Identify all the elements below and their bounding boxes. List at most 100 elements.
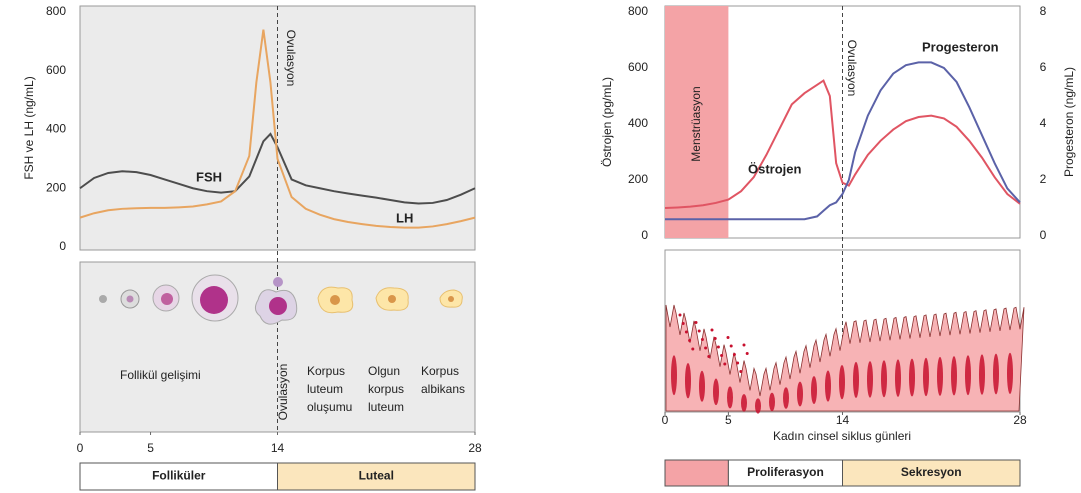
series-label: Progesteron bbox=[922, 39, 999, 54]
y-tick-label: 0 bbox=[641, 228, 648, 242]
blood-drop bbox=[736, 362, 739, 365]
vessel bbox=[853, 362, 859, 398]
blood-drop bbox=[743, 344, 746, 347]
y-axis-label: FSH ve LH (ng/mL) bbox=[22, 76, 36, 179]
series-label: Östrojen bbox=[748, 161, 802, 176]
vessel bbox=[699, 371, 705, 402]
stage-label: oluşumu bbox=[307, 400, 352, 414]
vessel bbox=[769, 393, 775, 411]
blood-drop bbox=[730, 345, 733, 348]
phase-label: Folliküler bbox=[152, 469, 206, 483]
page: {"chart_data": [ {"type": "line", "ylabe… bbox=[0, 0, 1081, 493]
x-tick-label: 28 bbox=[1013, 413, 1027, 427]
y-axis-label: Östrojen (pg/mL) bbox=[600, 77, 614, 167]
vessel bbox=[867, 361, 873, 398]
ovulation-label: Ovulasyon bbox=[845, 40, 859, 97]
stage-label: korpus bbox=[368, 382, 404, 396]
blood-drop bbox=[714, 337, 717, 340]
shaded-label: Menstrüasyon bbox=[689, 86, 703, 161]
figure: 0200400600800051428FollikülerLutealMenst… bbox=[0, 0, 1081, 493]
y-tick-label: 200 bbox=[628, 172, 648, 186]
x-tick-label: 5 bbox=[725, 413, 732, 427]
blood-drop bbox=[727, 336, 730, 339]
vessel bbox=[993, 354, 999, 395]
vessel bbox=[923, 358, 929, 396]
blood-drop bbox=[733, 353, 736, 356]
y2-tick-label: 8 bbox=[1040, 4, 1047, 18]
stage-label: albikans bbox=[421, 382, 465, 396]
series-label: LH bbox=[396, 210, 413, 225]
vessel bbox=[965, 355, 971, 395]
vessel bbox=[881, 360, 887, 397]
antrum bbox=[200, 286, 228, 314]
blood-drop bbox=[739, 370, 742, 373]
core bbox=[388, 295, 396, 303]
stage-label: luteum bbox=[307, 382, 343, 396]
vessel bbox=[839, 365, 845, 399]
series-label: FSH bbox=[196, 169, 222, 184]
phase-label: Sekresyon bbox=[901, 465, 962, 479]
blood-drop bbox=[717, 346, 720, 349]
ovulation-label: Ovulasyon bbox=[276, 364, 290, 421]
y2-tick-label: 6 bbox=[1040, 60, 1047, 74]
x-tick-label: 0 bbox=[662, 413, 669, 427]
oocyte bbox=[127, 296, 134, 303]
vessel bbox=[685, 363, 691, 398]
y-tick-label: 600 bbox=[46, 63, 66, 77]
corpus bbox=[269, 297, 287, 315]
blood-drop bbox=[685, 331, 688, 334]
y-tick-label: 800 bbox=[46, 4, 66, 18]
vessel bbox=[755, 398, 761, 413]
follicle bbox=[99, 295, 107, 303]
x-tick-label: 0 bbox=[77, 441, 84, 455]
y2-tick-label: 4 bbox=[1040, 116, 1047, 130]
vessel bbox=[937, 357, 943, 396]
vessel bbox=[713, 379, 719, 406]
core bbox=[330, 295, 340, 305]
vessel bbox=[741, 394, 747, 412]
y2-tick-label: 2 bbox=[1040, 172, 1047, 186]
x-tick-label: 14 bbox=[836, 413, 850, 427]
y-tick-label: 200 bbox=[46, 180, 66, 194]
y2-tick-label: 0 bbox=[1040, 228, 1047, 242]
vessel bbox=[671, 355, 677, 395]
blood-drop bbox=[688, 339, 691, 342]
blood-drop bbox=[720, 354, 723, 357]
blood-drop bbox=[701, 338, 704, 341]
y-tick-label: 800 bbox=[628, 4, 648, 18]
ovulation-label: Ovulasyon bbox=[284, 30, 298, 87]
vessel bbox=[825, 371, 831, 402]
stage-label: Olgun bbox=[368, 364, 400, 378]
vessel bbox=[783, 387, 789, 409]
stage-label: Korpus bbox=[421, 364, 459, 378]
vessel bbox=[811, 376, 817, 404]
vessel bbox=[797, 382, 803, 407]
oocyte bbox=[161, 293, 173, 305]
blood-drop bbox=[691, 348, 694, 351]
blood-drop bbox=[679, 314, 682, 317]
ovum bbox=[273, 277, 283, 287]
stage-label: Follikül gelişimi bbox=[120, 368, 201, 382]
x-tick-label: 14 bbox=[271, 441, 285, 455]
blood-drop bbox=[707, 355, 710, 358]
blood-drop bbox=[746, 352, 749, 355]
blood-drop bbox=[704, 347, 707, 350]
stage-label: Korpus bbox=[307, 364, 345, 378]
x-axis-label: Kadın cinsel siklus günleri bbox=[773, 429, 911, 443]
blood-drop bbox=[695, 321, 698, 324]
phase-label: Proliferasyon bbox=[747, 465, 824, 479]
y-tick-label: 400 bbox=[46, 122, 66, 136]
y2-axis-label: Progesteron (ng/mL) bbox=[1062, 67, 1076, 177]
x-tick-label: 28 bbox=[468, 441, 482, 455]
blood-drop bbox=[711, 329, 714, 332]
vessel bbox=[727, 386, 733, 408]
vessel bbox=[1007, 353, 1013, 394]
blood-drop bbox=[698, 330, 701, 333]
vessel bbox=[979, 354, 985, 394]
core bbox=[448, 296, 454, 302]
vessel bbox=[909, 359, 915, 397]
y-tick-label: 0 bbox=[59, 239, 66, 253]
blood-drop bbox=[723, 363, 726, 366]
phase-label: Luteal bbox=[359, 469, 394, 483]
phase-box bbox=[665, 460, 728, 486]
